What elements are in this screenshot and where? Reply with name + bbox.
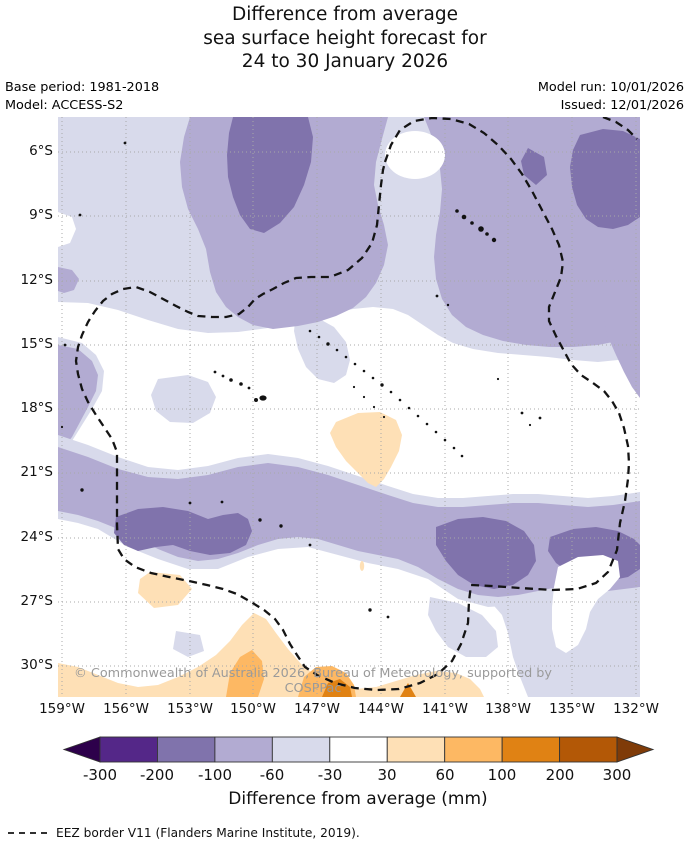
colorbar-tick: -60 [259,766,285,784]
eez-legend-note: EEZ border V11 (Flanders Marine Institut… [8,826,360,840]
y-tick: 18°S [20,400,54,416]
positive-patch-tuamotu [330,412,402,487]
copyright-notice: © Commonwealth of Australia 2026, Bureau… [74,666,552,696]
x-tick: 135°W [549,701,595,717]
colorbar-tick: 200 [545,766,575,784]
x-tick: 153°W [167,701,213,717]
colorbar-segment [271,736,331,763]
y-tick: 27°S [20,593,54,609]
near-average-notch-north [385,131,445,179]
positive-band-south [58,613,484,697]
title-line-2: sea surface height forecast for [203,27,487,49]
colorbar-tick: -300 [82,766,118,784]
positive-core-south-a [226,650,264,697]
y-tick: 12°S [20,272,54,288]
colorbar-arrow-left [62,736,101,763]
colorbar-tick: -30 [317,766,343,784]
y-tick: 24°S [20,529,54,545]
colorbar-arrow-right [616,736,655,763]
title-line-1: Difference from average [232,4,458,25]
y-tick: 15°S [20,336,54,352]
x-tick: 144°W [358,701,404,717]
colorbar-tick: 100 [487,766,517,784]
positive-speck [359,561,365,571]
model-name: Model: ACCESS-S2 [5,97,124,113]
anomaly-core-small-triangle [521,148,547,185]
colorbar-label: Difference from average (mm) [228,789,488,809]
anomaly-core-southwest [114,507,252,555]
y-tick: 6°S [29,143,53,159]
eez-border-main-loop [74,116,631,692]
colorbar-segment [156,736,216,763]
x-tick: 138°W [485,701,531,717]
colorbar-tick: 300 [602,766,632,784]
positive-core-south-triangle [400,683,416,697]
anomaly-region-east-strip [603,261,640,398]
x-tick: 156°W [103,701,149,717]
colorbar-segment [386,736,446,763]
x-tick: 132°W [613,701,659,717]
x-tick: 150°W [230,701,276,717]
colorbar-segment [99,736,158,763]
model-run: Model run: 10/01/2026 [537,80,684,95]
colorbar-tick: 60 [435,766,455,784]
eez-border [74,115,638,692]
colorbar-segment [501,736,561,763]
anomaly-core-south-central [436,517,536,589]
colorbar-segment [444,736,503,763]
near-average-pocket-southeast [552,555,620,653]
eez-border-corner-arc [602,115,638,140]
colorbar [62,736,655,763]
anomaly-patch-central [151,375,216,423]
title-line-3: 24 to 30 January 2026 [241,51,449,72]
y-tick: 9°S [29,207,53,223]
colorbar-tick: 30 [377,766,397,784]
x-tick: 147°W [294,701,340,717]
eez-dash-sample-icon [8,832,50,834]
base-period: Base period: 1981-2018 [5,80,160,95]
anomaly-core-north-central [227,117,313,233]
anomaly-core-northeast [570,129,640,229]
meta-left: Base period: 1981-2018 Model: ACCESS-S2 [5,79,159,114]
anomaly-patch-south-small [173,631,204,657]
page-title: Difference from average sea surface heig… [0,3,690,74]
anomaly-patch-west-edge [58,267,79,293]
x-tick: 159°W [39,701,85,717]
anomaly-map: © Commonwealth of Australia 2026, Bureau… [58,115,640,697]
y-tick: 30°S [20,657,54,673]
positive-core-south-strong [322,679,352,697]
issued-date: Issued: 12/01/2026 [560,97,684,113]
y-tick: 21°S [20,464,54,480]
positive-patch-27s [138,572,192,608]
colorbar-tick: -100 [197,766,233,784]
colorbar-segment [559,736,618,763]
islands-layer [60,141,542,619]
near-average-notch-west [58,212,76,247]
x-tick: 141°W [422,701,468,717]
anomaly-tongue-central [294,312,350,383]
graticule [58,117,640,697]
colorbar-segment [329,736,388,763]
anomaly-band-west [58,345,98,452]
meta-right: Model run: 10/01/2026 Issued: 12/01/2026 [538,79,684,114]
colorbar-segment [214,736,273,763]
colorbar-tick: -200 [139,766,175,784]
map-canvas [58,115,640,697]
eez-note-text: EEZ border V11 (Flanders Marine Institut… [56,826,360,840]
